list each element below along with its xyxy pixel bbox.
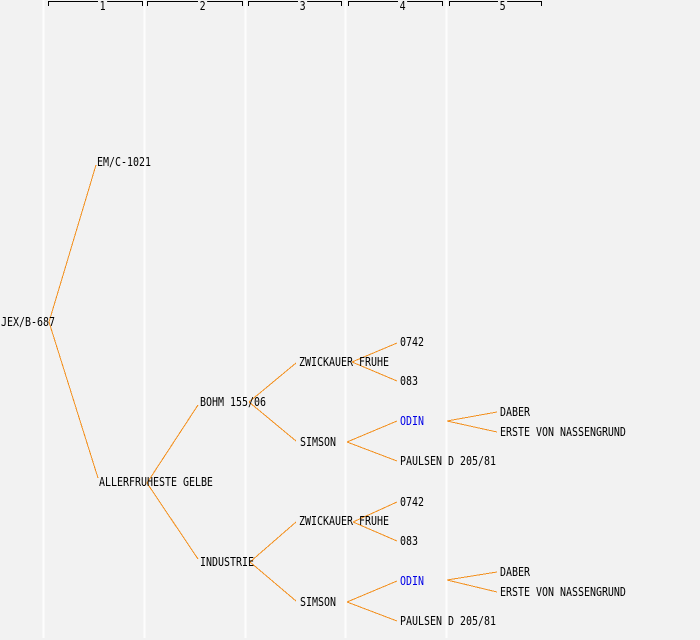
node-odin-2[interactable]: ODIN (400, 574, 424, 588)
pedigree-edge-line (346, 420, 398, 443)
pedigree-edge-line (248, 401, 297, 442)
pedigree-edge-line (351, 361, 398, 382)
node-paulsen-d-205-81-2[interactable]: PAULSEN D 205/81 (400, 614, 496, 628)
generation-number: 2 (198, 0, 208, 13)
generation-bracket (48, 1, 143, 6)
pedigree-edge-line (346, 580, 398, 603)
pedigree-edge-line (146, 482, 199, 560)
node-simson-2[interactable]: SIMSON (300, 595, 336, 609)
node-allerfruheste-gelbe[interactable]: ALLERFRUHESTE GELBE (99, 475, 213, 489)
pedigree-edge-line (248, 362, 297, 403)
pedigree-edge-line (249, 521, 297, 563)
pedigree-edge-line (346, 441, 398, 462)
node-jex-b-687[interactable]: JEX/B-687 (1, 315, 55, 329)
node-erste-von-nassengrund-2[interactable]: ERSTE VON NASSENGRUND (500, 585, 626, 599)
pedigree-edge-line (48, 321, 99, 479)
node-erste-von-nassengrund-1[interactable]: ERSTE VON NASSENGRUND (500, 425, 626, 439)
node-083-2[interactable]: 083 (400, 534, 419, 548)
node-industrie[interactable]: INDUSTRIE (200, 555, 254, 569)
pedigree-edge-line (346, 601, 398, 622)
generation-bracket (248, 1, 342, 6)
node-083-1[interactable]: 083 (400, 374, 419, 388)
pedigree-edge-line (48, 164, 97, 323)
generation-number: 3 (298, 0, 308, 13)
pedigree-edge-line (351, 342, 398, 363)
node-0742-2[interactable]: 0742 (400, 495, 424, 509)
generation-bracket (449, 1, 542, 6)
node-daber-2[interactable]: DABER (500, 565, 530, 579)
pedigree-edge-line (446, 411, 498, 422)
pedigree-edge-line (446, 420, 498, 433)
pedigree-edge-line (446, 571, 498, 581)
pedigree-edge-line (352, 501, 398, 523)
generation-bracket (348, 1, 443, 6)
node-bohm-155-06[interactable]: BOHM 155/06 (200, 395, 266, 409)
pedigree-edge-line (146, 404, 199, 484)
pedigree-edge-line (352, 521, 398, 542)
node-em-c-1021[interactable]: EM/C-1021 (97, 155, 151, 169)
generation-number: 5 (498, 0, 508, 13)
generation-number: 4 (398, 0, 408, 13)
pedigree-edge-line (249, 561, 297, 602)
node-zwickauer-fruhe-2[interactable]: ZWICKAUER FRUHE (299, 514, 389, 528)
node-daber-1[interactable]: DABER (500, 405, 530, 419)
generation-number: 1 (98, 0, 108, 13)
pedigree-edge-line (446, 579, 498, 593)
node-zwickauer-fruhe-1[interactable]: ZWICKAUER FRUHE (299, 355, 389, 369)
node-paulsen-d-205-81-1[interactable]: PAULSEN D 205/81 (400, 454, 496, 468)
node-simson-1[interactable]: SIMSON (300, 435, 336, 449)
node-odin-1[interactable]: ODIN (400, 414, 424, 428)
generation-bracket (147, 1, 243, 6)
node-0742-1[interactable]: 0742 (400, 335, 424, 349)
